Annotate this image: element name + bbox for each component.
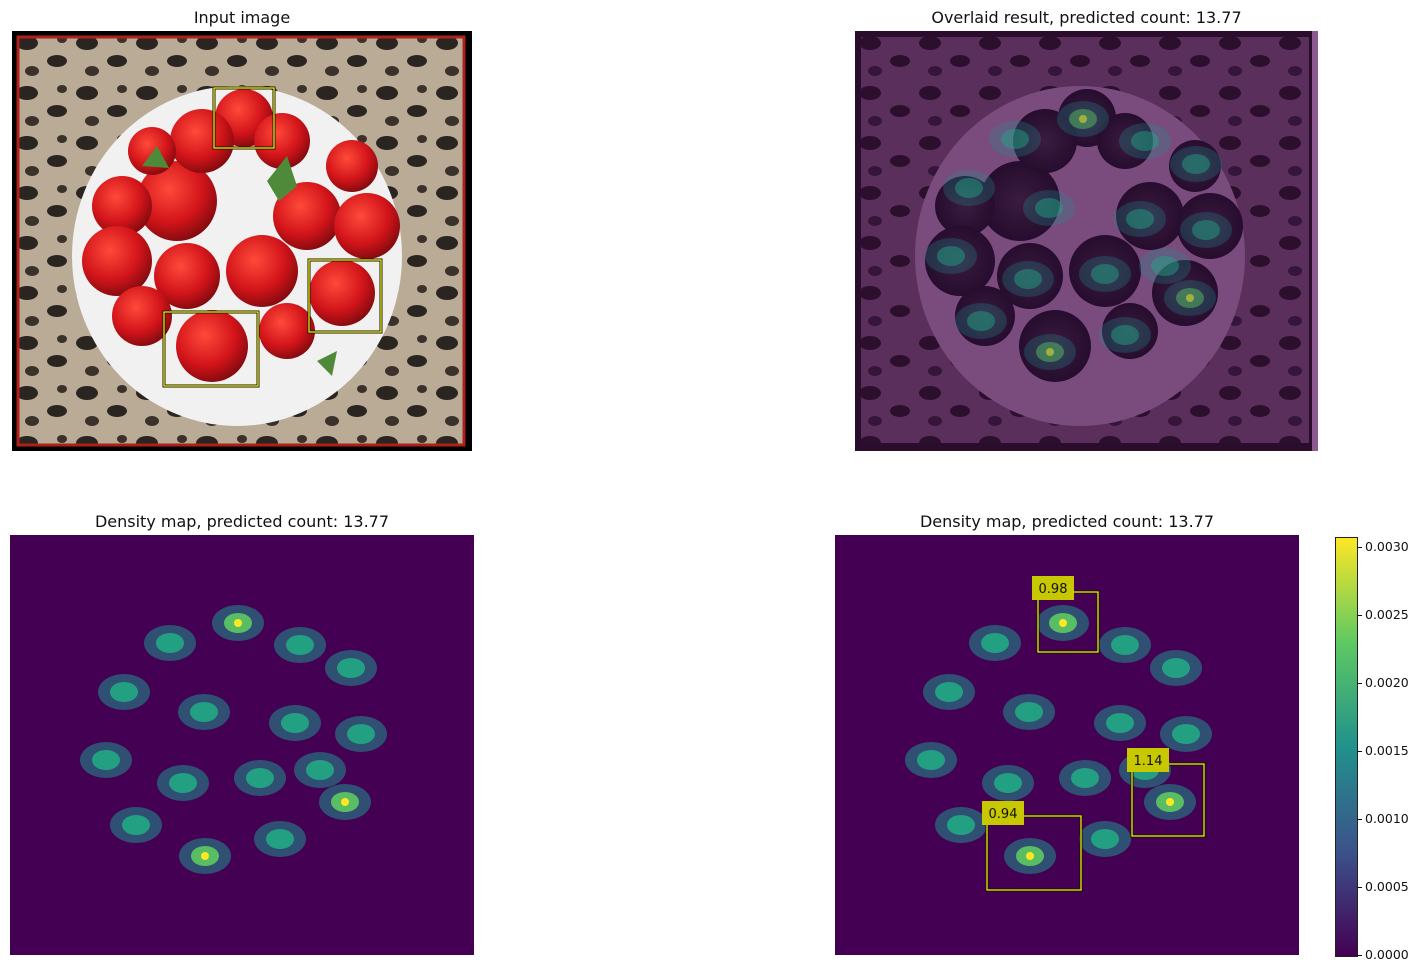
density-left-blob-core xyxy=(122,815,150,835)
title-overlaid-result: Overlaid result, predicted count: 13.77 xyxy=(931,8,1242,27)
density-map-right: 0.98 1.14 0.94 xyxy=(905,576,1212,892)
density-left-blob-core xyxy=(337,658,365,678)
density-left-blob-core xyxy=(281,713,309,733)
density-map-left-panel xyxy=(10,535,474,955)
overlay-blob-halo xyxy=(955,303,1007,339)
overlay-blob-core xyxy=(1126,209,1154,229)
density-left-blob-core xyxy=(156,633,184,653)
title-density-map-left: Density map, predicted count: 13.77 xyxy=(94,512,390,531)
density-right-blob-core xyxy=(1162,658,1190,678)
density-right-blob-core xyxy=(1106,713,1134,733)
colorbar-tick-label: 0.0025 xyxy=(1365,606,1409,622)
overlay-blob-core xyxy=(1111,325,1139,345)
density-right-blob-core xyxy=(1172,724,1200,744)
density-right-blob-peak xyxy=(1166,798,1174,806)
overlay-blob-peak xyxy=(1186,294,1194,302)
score-label-1: 1.14 xyxy=(1134,754,1163,769)
density-right-blob-core xyxy=(917,750,945,770)
colorbar-tick-label: 0.0015 xyxy=(1365,742,1409,758)
overlay-blob-halo xyxy=(1139,248,1191,284)
density-right-blob-peak xyxy=(1026,852,1034,860)
density-left-blob-core xyxy=(286,635,314,655)
overlay-blob-core xyxy=(1131,131,1159,151)
title-density-map-right: Density map, predicted count: 13.77 xyxy=(919,512,1215,531)
overlay-blob-core xyxy=(1192,220,1220,240)
overlaid-result-panel xyxy=(855,31,1318,451)
colorbar-tick-label: 0.0005 xyxy=(1365,878,1409,894)
overlay-blob-halo xyxy=(1170,146,1222,182)
overlay-blob-peak xyxy=(1046,348,1054,356)
colorbar-tick-mark xyxy=(1357,614,1362,616)
colorbar-tick-mark xyxy=(1357,750,1362,752)
overlay-blob-core xyxy=(1182,154,1210,174)
overlay-blob-halo xyxy=(1002,261,1054,297)
colorbar-tick-mark xyxy=(1357,682,1362,684)
density-left-blob-core xyxy=(347,724,375,744)
overlay-blob-halo xyxy=(1119,123,1171,159)
overlay-blob-halo xyxy=(1180,212,1232,248)
colorbar-tick-mark xyxy=(1357,818,1362,820)
colorbar-tick-mark xyxy=(1357,955,1362,956)
density-left-blob-peak xyxy=(341,798,349,806)
density-right-blob-core xyxy=(1091,829,1119,849)
colorbar-gradient xyxy=(1336,538,1357,956)
density-left-blob-core xyxy=(306,760,334,780)
density-right-blob-core xyxy=(1071,768,1099,788)
input-image-panel xyxy=(12,31,472,451)
density-right-blob-core xyxy=(994,773,1022,793)
overlay-blob-halo xyxy=(1099,317,1151,353)
density-left-blob-peak xyxy=(201,852,209,860)
overlay-blob-halo xyxy=(1023,190,1075,226)
overlay-blob-halo xyxy=(925,238,977,274)
density-left-blob-core xyxy=(92,750,120,770)
density-right-blob-peak xyxy=(1059,619,1067,627)
density-map-left xyxy=(80,605,387,874)
overlay-density-blobs xyxy=(925,101,1232,370)
colorbar-tick-mark xyxy=(1357,546,1362,548)
colorbar-tick-mark xyxy=(1357,886,1362,888)
colorbar xyxy=(1335,537,1358,957)
density-left-blob-core xyxy=(246,768,274,788)
overlay-blob-core xyxy=(955,178,983,198)
overlay-blob-core xyxy=(1035,198,1063,218)
overlay-strawberries xyxy=(925,89,1243,382)
density-right-blob-core xyxy=(981,633,1009,653)
colorbar-tick-label: 0.0010 xyxy=(1365,810,1409,826)
overlay-blob-halo xyxy=(989,121,1041,157)
overlay-blob-core xyxy=(1014,269,1042,289)
score-label-2: 0.94 xyxy=(989,807,1018,822)
density-right-blob-core xyxy=(1111,635,1139,655)
colorbar-tick-label: 0.0020 xyxy=(1365,674,1409,690)
overlay-photo xyxy=(855,31,1318,451)
density-left-blob-core xyxy=(169,773,197,793)
overlay-blob-core xyxy=(967,311,995,331)
exemplar-score-labels: 0.98 1.14 0.94 xyxy=(982,576,1169,825)
overlay-blob-core xyxy=(1091,264,1119,284)
overlay-blob-core xyxy=(1001,129,1029,149)
density-map-right-panel: 0.98 1.14 0.94 xyxy=(835,535,1299,955)
density-left-blob-core xyxy=(266,829,294,849)
density-right-blob-core xyxy=(947,815,975,835)
overlay-blob-core xyxy=(1151,256,1179,276)
density-left-blob-core xyxy=(110,682,138,702)
density-right-blob-core xyxy=(935,682,963,702)
input-image-photo xyxy=(16,35,466,447)
overlay-blob-halo xyxy=(943,170,995,206)
density-left-blob-core xyxy=(190,702,218,722)
overlay-blob-core xyxy=(937,246,965,266)
score-label-0: 0.98 xyxy=(1039,582,1068,597)
density-right-blob-core xyxy=(1015,702,1043,722)
overlay-blob-peak xyxy=(1079,115,1087,123)
strawberries xyxy=(82,89,400,382)
title-input-image: Input image xyxy=(193,8,291,27)
density-left-blob-peak xyxy=(234,619,242,627)
overlay-blob-halo xyxy=(1079,256,1131,292)
exemplar-boxes-input xyxy=(162,86,383,388)
overlay-blob-halo xyxy=(1114,201,1166,237)
colorbar-tick-label: 0.0000 xyxy=(1365,947,1409,962)
colorbar-tick-label: 0.0030 xyxy=(1365,538,1409,554)
